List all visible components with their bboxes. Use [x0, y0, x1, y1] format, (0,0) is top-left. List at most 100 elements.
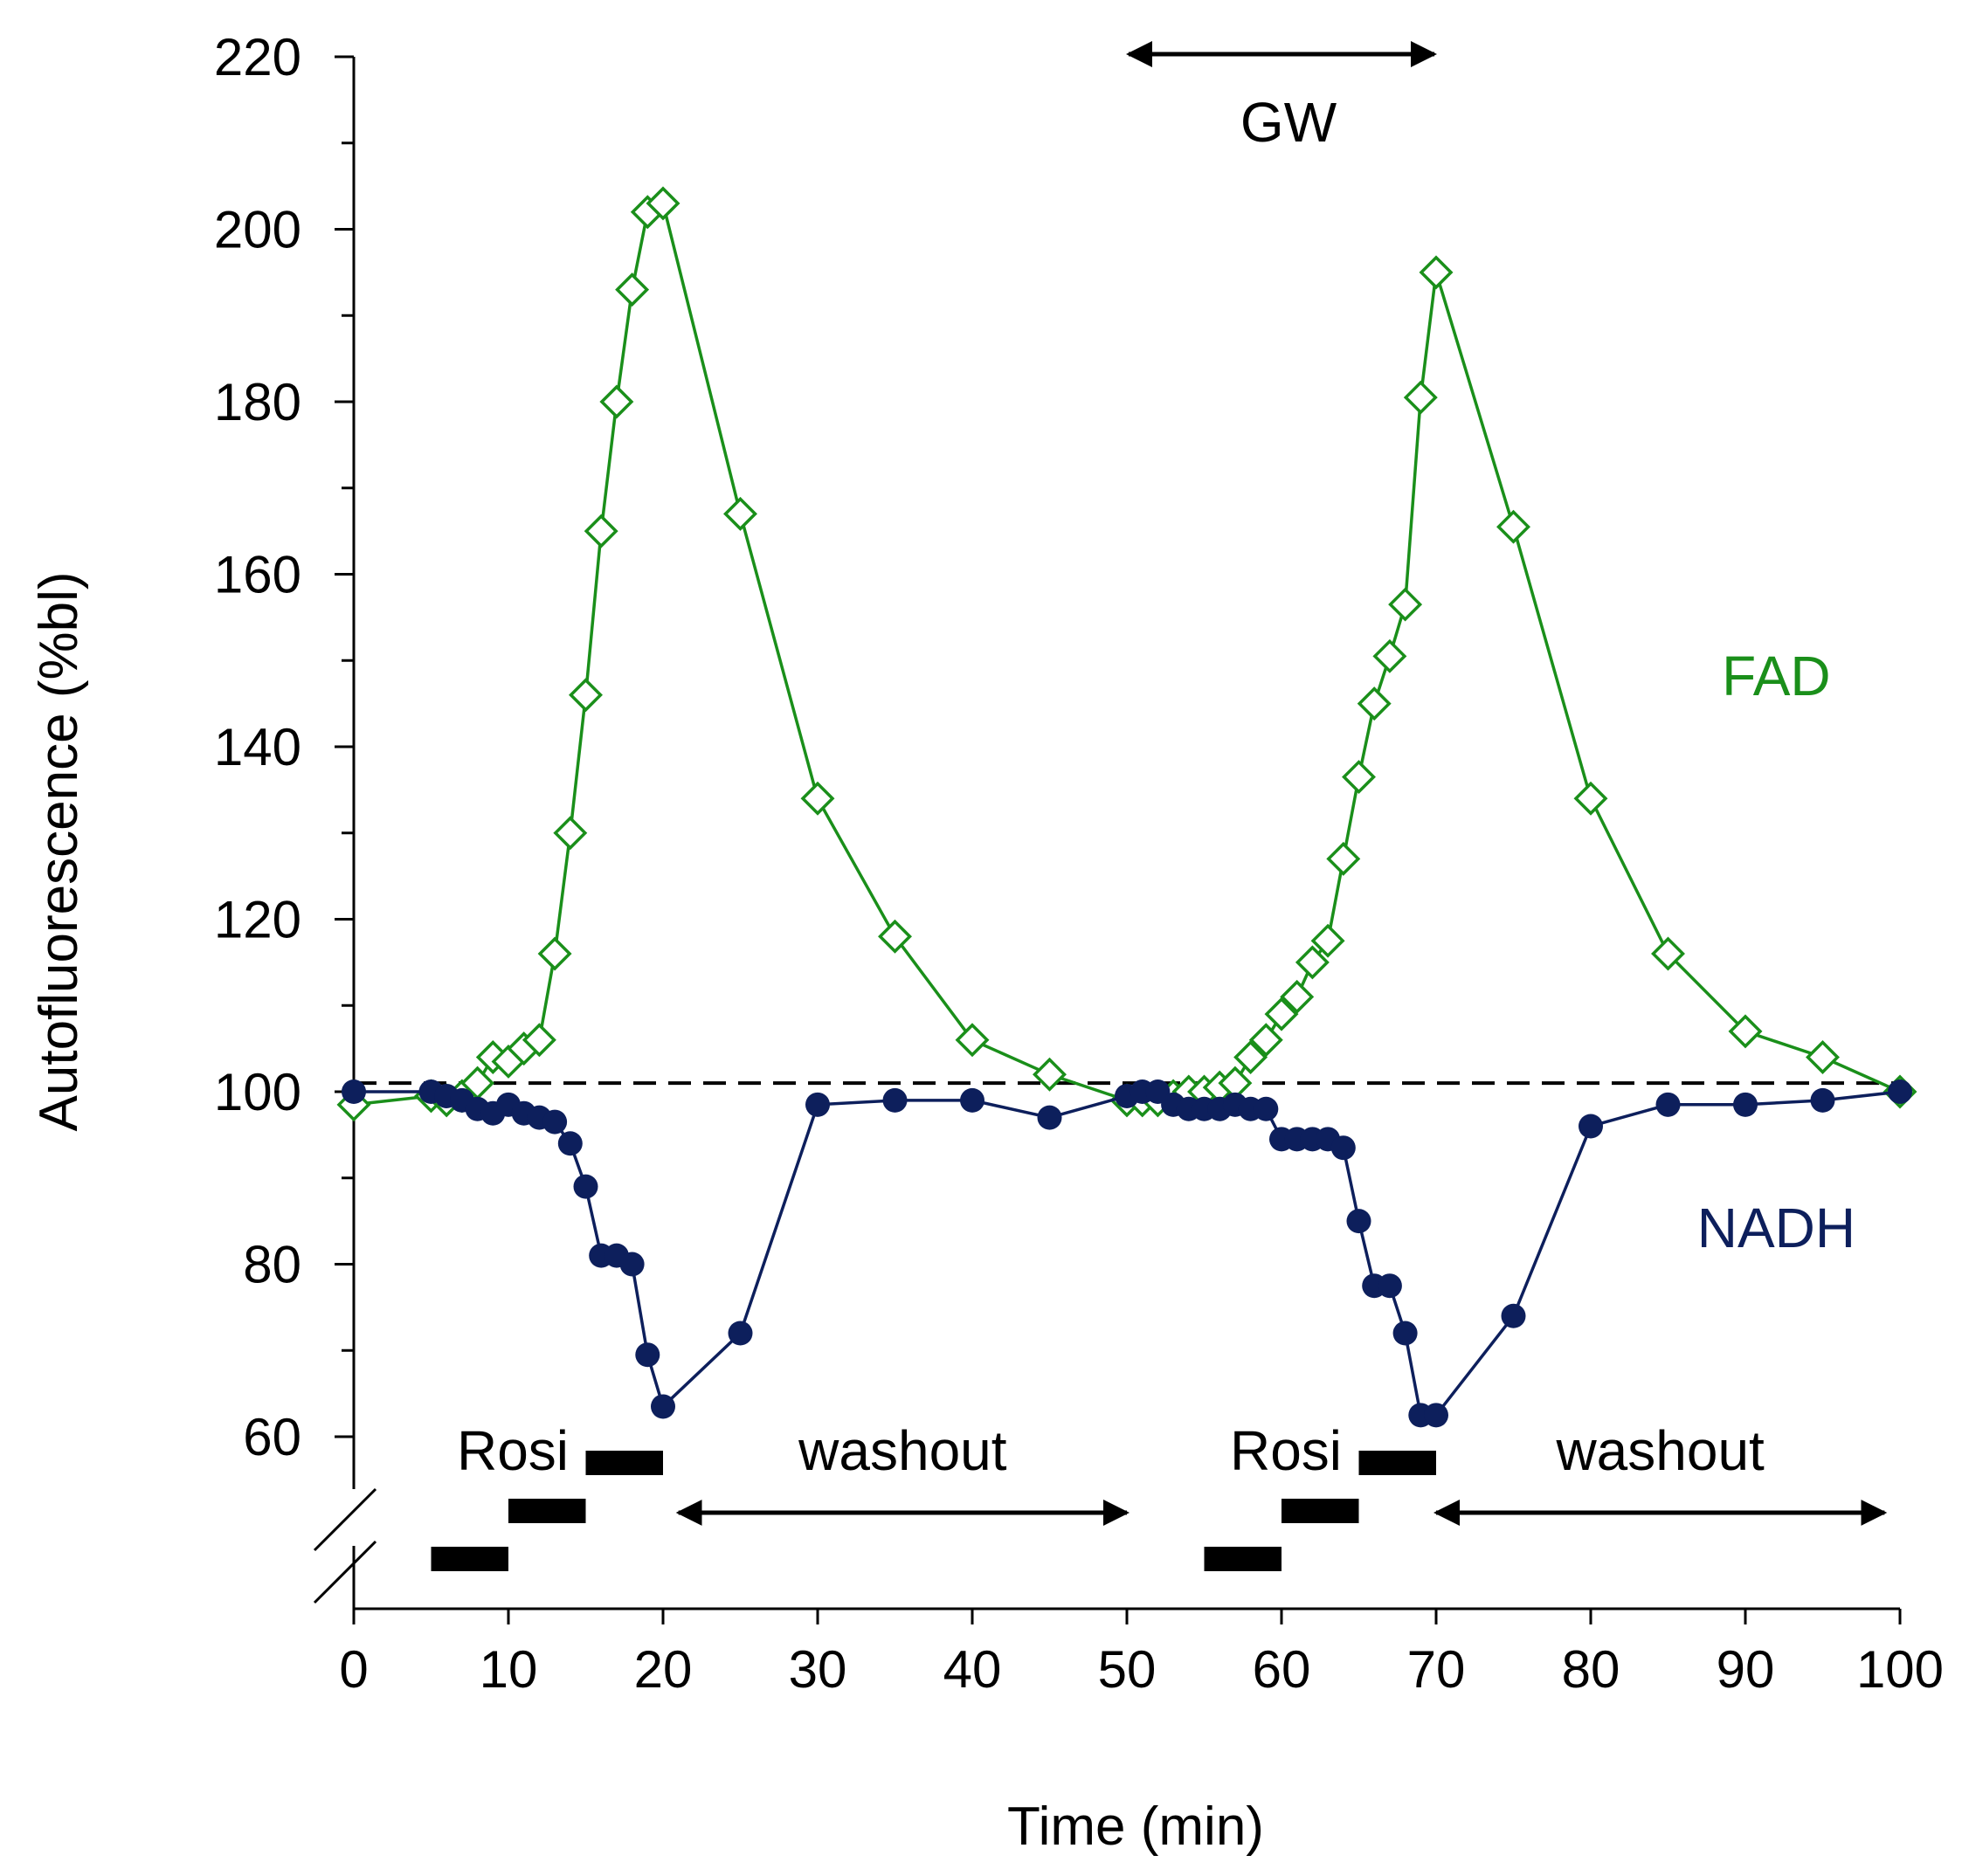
fad-point: [615, 272, 650, 307]
fad-point: [1264, 997, 1299, 1031]
fad-point: [1372, 638, 1407, 673]
fad-point: [1233, 1040, 1268, 1074]
nadh-point: [1424, 1403, 1448, 1428]
rosi-label: Rosi: [457, 1419, 569, 1482]
nadh-point: [1810, 1087, 1835, 1113]
nadh-point: [1330, 1135, 1356, 1161]
x-tick-label: 30: [789, 1640, 847, 1699]
y-tick-label: 120: [214, 891, 301, 949]
washout-label: washout: [1555, 1419, 1765, 1482]
nadh-point: [557, 1131, 583, 1156]
fad-point: [537, 936, 572, 971]
fad-point: [1342, 760, 1376, 795]
dose-bar: [1204, 1547, 1282, 1571]
fad-point: [1403, 380, 1438, 415]
fad-point: [646, 186, 680, 221]
fad-point: [955, 1023, 990, 1058]
x-tick-label: 70: [1407, 1640, 1466, 1699]
dose-bars: [431, 1451, 1436, 1571]
x-tick-label: 90: [1717, 1640, 1775, 1699]
fad-point: [723, 496, 757, 531]
y-tick-label: 220: [214, 28, 301, 86]
annotations: FAD NADH GW Rosi washout Rosi washout: [457, 41, 1888, 1526]
nadh-point: [342, 1079, 366, 1104]
nadh-point: [1655, 1092, 1681, 1117]
nadh-point: [1579, 1114, 1603, 1139]
y-tick-label: 200: [214, 201, 301, 259]
dose-bar: [508, 1499, 586, 1523]
y-tick-label: 100: [214, 1063, 301, 1121]
series-nadh: [342, 1079, 1912, 1428]
fad-point: [584, 514, 618, 548]
axes: 60 80 100 120 140 160 180 200 220 0 10 20 30 40 50 60 70…: [214, 28, 1944, 1699]
axis-break-mark: [313, 1540, 377, 1604]
plot-series: [336, 186, 1917, 1428]
axis-break-mark: [313, 1487, 377, 1552]
rosi-label: Rosi: [1230, 1419, 1342, 1482]
fad-point: [599, 384, 634, 419]
fad-point: [569, 678, 603, 713]
x-tick-label: 50: [1098, 1640, 1157, 1699]
x-tick-label: 60: [1253, 1640, 1311, 1699]
nadh-point: [1377, 1273, 1402, 1299]
fad-point: [878, 919, 912, 954]
fad-point: [1388, 587, 1423, 622]
fad-point: [1310, 923, 1345, 958]
y-axis-title: Autofluorescence (%bl): [29, 572, 89, 1132]
nadh-point: [1037, 1105, 1062, 1130]
nadh-point: [573, 1174, 598, 1199]
y-tick-label: 160: [214, 546, 301, 604]
nadh-point: [1888, 1079, 1912, 1104]
nadh-point: [1254, 1096, 1279, 1121]
fad-point: [1248, 1023, 1283, 1058]
gw-label: GW: [1240, 91, 1337, 154]
nadh-point: [542, 1109, 568, 1135]
fad-point: [1573, 781, 1608, 816]
fad-point: [1033, 1057, 1067, 1092]
y-tick-label: 80: [243, 1236, 301, 1294]
fad-point: [1280, 979, 1315, 1014]
fad-point: [1357, 686, 1392, 721]
dose-bar: [431, 1547, 508, 1571]
fad-point: [1326, 841, 1361, 876]
nadh-point: [960, 1087, 984, 1113]
nadh-point: [1346, 1209, 1371, 1234]
nadh-point: [651, 1394, 675, 1419]
nadh-point: [619, 1252, 645, 1277]
x-axis-title: Time (min): [1007, 1797, 1264, 1857]
y-tick-label: 140: [214, 718, 301, 776]
fad-point: [1806, 1040, 1840, 1074]
nadh-point: [805, 1092, 830, 1117]
series-label-fad: FAD: [1722, 645, 1830, 707]
series-line-nadh: [354, 1090, 1901, 1417]
nadh-point: [1501, 1303, 1526, 1328]
nadh-point: [728, 1321, 753, 1346]
nadh-point: [635, 1342, 660, 1368]
dose-bar: [1282, 1499, 1359, 1523]
nadh-point: [882, 1087, 908, 1113]
x-tick-label: 0: [339, 1640, 368, 1699]
series-fad: [336, 186, 1917, 1122]
nadh-point: [1733, 1092, 1758, 1117]
dose-bar: [585, 1451, 663, 1475]
series-label-nadh: NADH: [1697, 1197, 1855, 1259]
fad-point: [800, 781, 835, 816]
fad-point: [1496, 509, 1530, 544]
fad-point: [1651, 936, 1685, 971]
y-tick-label: 180: [214, 373, 301, 431]
nadh-point: [1392, 1321, 1418, 1346]
fad-point: [553, 816, 588, 851]
x-tick-label: 20: [634, 1640, 693, 1699]
x-tick-label: 100: [1856, 1640, 1944, 1699]
x-tick-label: 10: [480, 1640, 538, 1699]
dose-bar: [1358, 1451, 1436, 1475]
fad-point: [1419, 255, 1454, 290]
x-tick-label: 80: [1562, 1640, 1620, 1699]
washout-label: washout: [798, 1419, 1007, 1482]
y-tick-label: 60: [243, 1408, 301, 1466]
fad-point: [1295, 945, 1330, 980]
fad-point: [1728, 1014, 1763, 1049]
x-tick-label: 40: [943, 1640, 1002, 1699]
fad-point: [522, 1023, 556, 1058]
